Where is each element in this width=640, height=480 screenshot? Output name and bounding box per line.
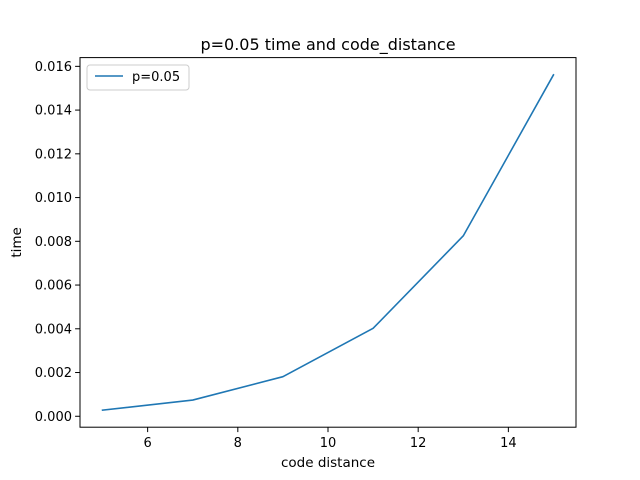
x-tick-label: 12 xyxy=(410,436,427,451)
y-tick-label: 0.012 xyxy=(35,147,72,162)
y-tick-label: 0.002 xyxy=(35,366,72,381)
y-axis-ticks: 0.000 0.002 0.004 0.006 0.008 0.010 0.012 0.014… xyxy=(35,60,80,425)
series-line xyxy=(101,73,555,412)
y-tick-label: 0.000 xyxy=(35,410,72,425)
x-tick-label: 6 xyxy=(143,436,151,451)
chart-title: p=0.05 time and code_distance xyxy=(200,35,455,55)
y-tick-label: 0.010 xyxy=(35,191,72,206)
series-layer xyxy=(101,73,555,412)
x-tick-label: 14 xyxy=(500,436,517,451)
y-tick-label: 0.014 xyxy=(35,104,72,119)
plot-frame xyxy=(79,57,577,428)
x-tick-label: 10 xyxy=(320,436,337,451)
x-axis-label: code distance xyxy=(281,455,375,471)
y-tick-label: 0.006 xyxy=(35,279,72,294)
y-tick-label: 0.004 xyxy=(35,322,72,337)
legend: p=0.05 xyxy=(86,64,190,91)
y-tick-label: 0.016 xyxy=(35,60,72,75)
x-axis-ticks: 6 8 10 12 14 xyxy=(143,427,517,451)
y-tick-label: 0.008 xyxy=(35,235,72,250)
legend-label: p=0.05 xyxy=(132,70,180,85)
x-tick-label: 8 xyxy=(234,436,242,451)
legend-box xyxy=(86,64,190,91)
y-axis-label: time xyxy=(9,227,25,258)
